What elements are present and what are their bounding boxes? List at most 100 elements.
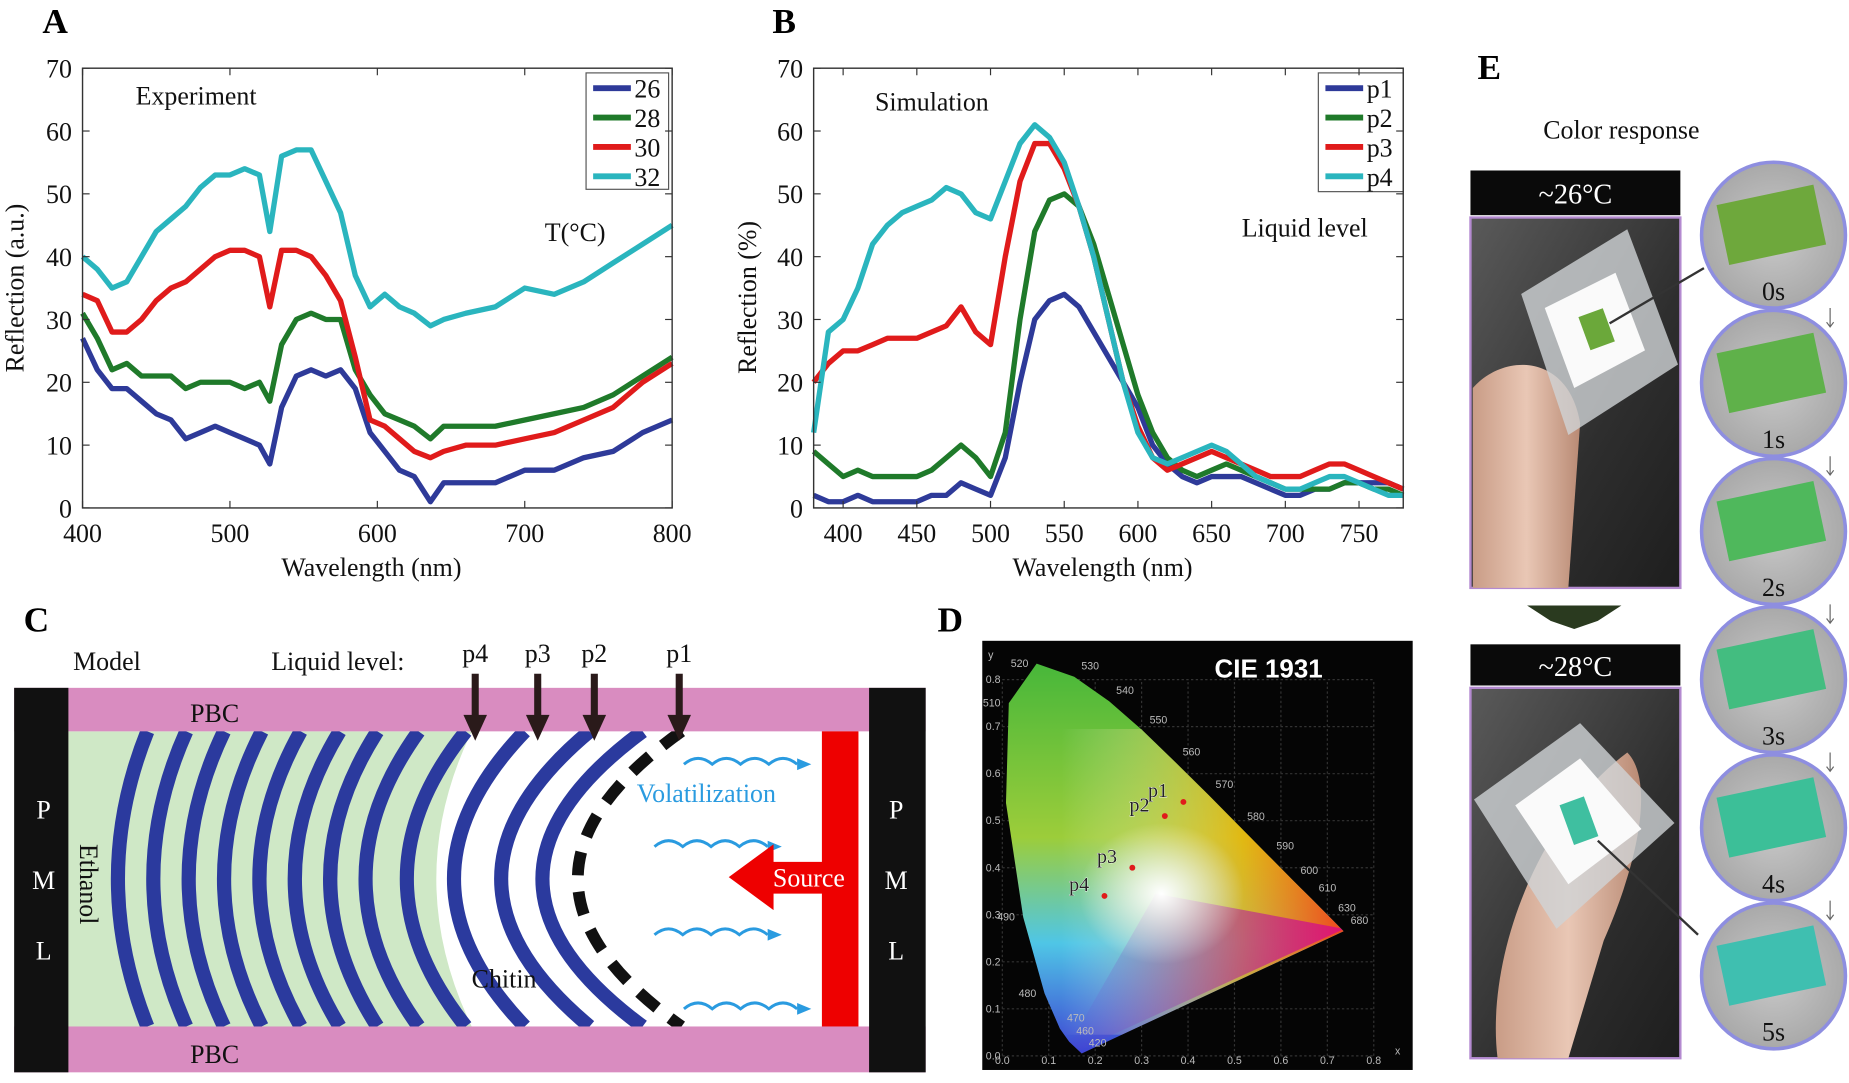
cie-wavelength-label: 630 <box>1338 902 1356 914</box>
liquid-level-arrows: p4 p3 p2 p1 <box>462 639 692 741</box>
x-tick-label: 650 <box>1192 519 1231 548</box>
frame-5s: 5s <box>1699 901 1848 1051</box>
cie-wavelength-label: 580 <box>1247 811 1265 823</box>
down-small-arrow-icon <box>1826 900 1835 921</box>
chitin-layers <box>110 725 686 1033</box>
y-axis-label-a: Reflection (a.u.) <box>1 204 30 373</box>
chitin-layer-arc <box>287 727 346 1031</box>
down-small-arrow-icon <box>1826 456 1835 477</box>
y-tick-label: 60 <box>46 117 72 146</box>
legend-box <box>585 72 670 190</box>
pml-left-p: P <box>36 795 50 824</box>
wave-arrow-icon <box>682 756 799 767</box>
frame-time-label: 1s <box>1762 425 1785 454</box>
chart-b: Simulation Liquid level Wavelength (nm) … <box>733 55 1405 582</box>
cie-wavelength-label: 550 <box>1150 714 1168 726</box>
cie-marks: 0.0 0.1 0.2 0.3 0.4 0.5 0.6 0.7 0.8 0.0 0.1 0.2 0.3 0… <box>983 658 1381 1067</box>
sample-film <box>1716 480 1827 562</box>
level-arrow-shaft <box>675 673 683 719</box>
chitin-layer-arc <box>216 728 269 1030</box>
cie-point-p3 <box>1129 864 1136 871</box>
annotation-experiment: Experiment <box>136 82 258 111</box>
y-tick-label: 0 <box>790 494 803 523</box>
cie-y-tick-label: 0.4 <box>986 862 1001 874</box>
cie-y-tick-label: 0.8 <box>986 674 1001 686</box>
cie-y-tick-label: 0.2 <box>986 956 1001 968</box>
cie-point-label-p2: p2 <box>1129 794 1149 816</box>
chitin-layer-arc <box>181 728 231 1030</box>
panel-label-a: A <box>42 2 68 41</box>
x-tick-label: 600 <box>1118 519 1157 548</box>
y-tick-label: 50 <box>777 180 803 209</box>
cie-x-tick-label: 0.4 <box>1181 1055 1196 1067</box>
chitin-label: Chitin <box>472 965 537 994</box>
chitin-layer-arc <box>446 726 530 1032</box>
cie-y-tick-label: 0.1 <box>986 1003 1001 1015</box>
frame-1s: 1s <box>1699 308 1848 458</box>
y-tick-label: 30 <box>46 306 72 335</box>
wave-arrow-icon <box>682 1001 799 1011</box>
cie-y-tick-label: 0.3 <box>986 909 1001 921</box>
sample-film <box>1716 777 1827 858</box>
pml-left <box>14 687 69 1073</box>
cie-y-tick-label: 0.5 <box>986 815 1001 827</box>
pml-left-m: M <box>32 866 55 895</box>
cie-point-label-p3: p3 <box>1097 846 1117 868</box>
temp-bar-26 <box>1470 170 1681 216</box>
sample-film <box>1716 332 1827 414</box>
x-tick-label: 600 <box>358 519 397 548</box>
color-response: Color response ~26°C ~28°C 0s 1s 2s 3s 4s 5s <box>1469 116 1848 1060</box>
pbc-bottom-label: PBC <box>190 1040 239 1069</box>
cie-wavelength-label: 530 <box>1081 661 1099 673</box>
series-line-p1 <box>812 291 1405 505</box>
temp-label-28: ~28°C <box>1539 652 1613 683</box>
cie-x-tick-label: 0.3 <box>1134 1055 1149 1067</box>
cie-x-tick-label: 0.2 <box>1088 1055 1103 1067</box>
chitin-layer-arc <box>494 725 595 1032</box>
series-line-p4 <box>811 122 1404 499</box>
legend-title-liquid-level: Liquid level <box>1242 213 1368 242</box>
chitin-layer-arc <box>535 725 647 1033</box>
series-line-32 <box>80 147 674 329</box>
legend-label-26: 26 <box>634 75 660 104</box>
source-label: Source <box>773 864 845 893</box>
cie-wavelength-label: 560 <box>1183 746 1201 758</box>
cie-wavelength-label: 570 <box>1216 779 1234 791</box>
annotation-simulation: Simulation <box>875 88 989 117</box>
x-tick-label: 750 <box>1340 519 1379 548</box>
cie-diagram: CIE 1931 y x 0.0 0.1 0.2 0.3 0.4 0.5 0.6 0.7 0.8… <box>982 640 1413 1070</box>
sample-film <box>1716 629 1827 710</box>
level-arrow-icon <box>463 714 488 741</box>
cie-wavelength-label: 540 <box>1116 685 1134 697</box>
down-small-arrow-icon <box>1826 752 1835 773</box>
legend-label-p2: p2 <box>1367 104 1393 133</box>
model-diagram: Model Liquid level: PBC PBC P M L P M L … <box>14 639 926 1073</box>
x-tick-label: 550 <box>1045 519 1084 548</box>
temp-bar-28 <box>1470 644 1681 686</box>
chitin-layer-arc <box>323 727 384 1031</box>
ethanol-label: Ethanol <box>74 844 103 924</box>
cie-wavelength-label: 520 <box>1011 658 1029 670</box>
cie-wavelength-label: 610 <box>1319 883 1337 895</box>
sample-film <box>1716 925 1827 1006</box>
source-arrow-icon <box>728 844 852 911</box>
y-tick-label: 60 <box>777 117 803 146</box>
level-label-p3: p3 <box>525 639 551 668</box>
panel-label-c: C <box>24 600 50 639</box>
series-line-30 <box>81 247 674 461</box>
pml-right-l: L <box>888 936 904 965</box>
cie-wavelength-label: 510 <box>983 698 1001 710</box>
frame-time-label: 2s <box>1762 573 1785 602</box>
legend-label-p4: p4 <box>1367 163 1393 192</box>
x-tick-label: 800 <box>653 519 692 548</box>
level-arrow-shaft <box>590 673 598 719</box>
x-axis-label-a: Wavelength (nm) <box>281 553 461 582</box>
cie-point-label-p4: p4 <box>1069 874 1089 896</box>
legend-title-temperature: T(°C) <box>545 218 606 247</box>
down-small-arrow-icon <box>1826 604 1835 625</box>
cie-wavelength-label: 460 <box>1076 1026 1094 1038</box>
level-arrow-shaft <box>471 673 479 719</box>
series-line-26 <box>80 337 674 505</box>
liquid-front-arc <box>572 726 686 1032</box>
